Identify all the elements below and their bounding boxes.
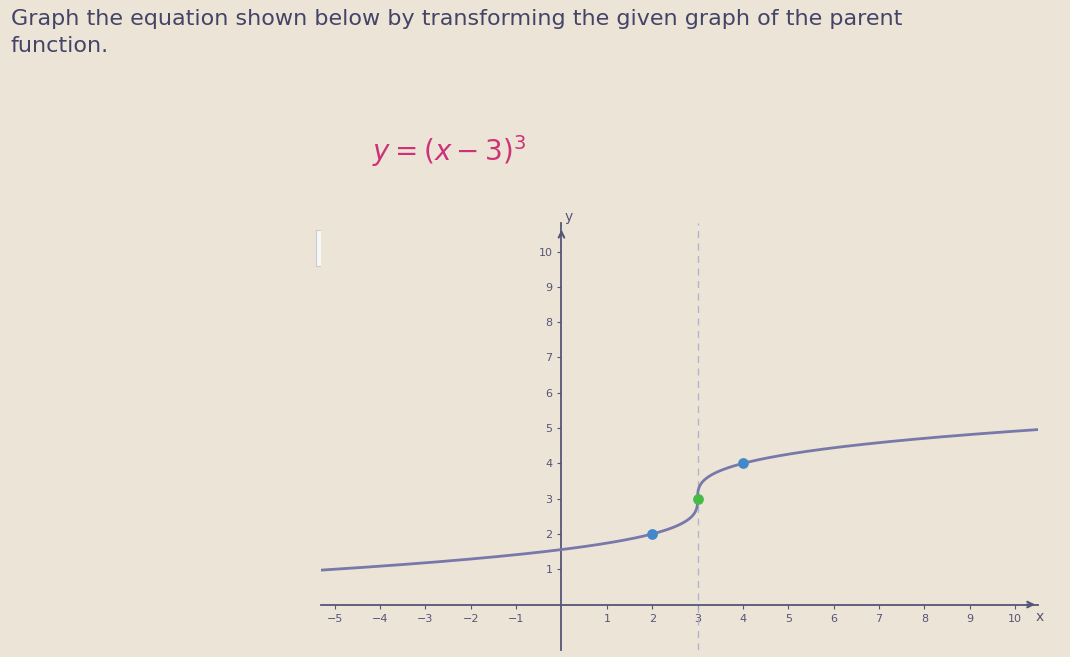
Text: $y = (x - 3)^3$: $y = (x - 3)^3$ (372, 133, 526, 169)
Text: Graph the equation shown below by transforming the given graph of the parent
fun: Graph the equation shown below by transf… (11, 9, 902, 56)
Point (644, 529, 661, 539)
Text: x: x (1036, 610, 1044, 624)
Text: Start Over: Start Over (357, 241, 429, 255)
Point (734, 458, 751, 468)
Text: y: y (564, 210, 572, 224)
Point (689, 493, 706, 504)
